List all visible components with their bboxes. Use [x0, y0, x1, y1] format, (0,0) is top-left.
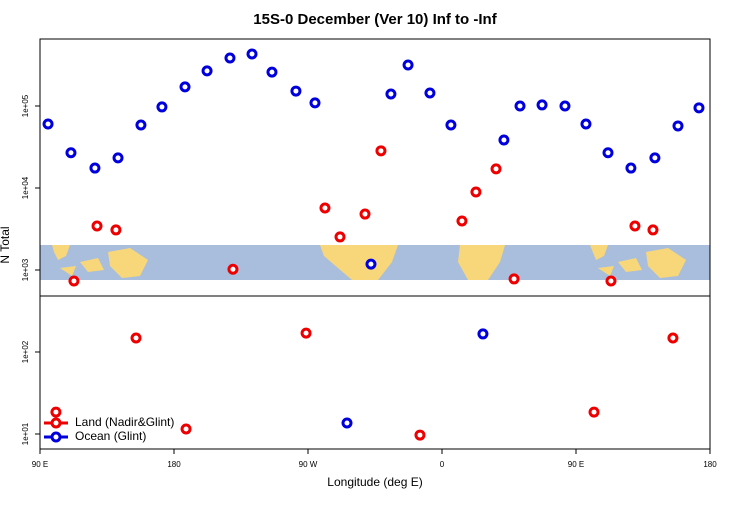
point	[227, 263, 239, 275]
land	[590, 245, 686, 278]
point	[156, 101, 168, 113]
point	[588, 406, 600, 418]
point	[514, 100, 526, 112]
point	[414, 429, 426, 441]
land	[320, 245, 398, 280]
point	[130, 332, 142, 344]
point	[334, 231, 346, 243]
point	[179, 81, 191, 93]
point	[649, 152, 661, 164]
point	[629, 220, 641, 232]
y-tick-label: 1e+03	[21, 258, 30, 281]
point	[110, 224, 122, 236]
point	[385, 88, 397, 100]
point	[112, 152, 124, 164]
point	[319, 202, 331, 214]
point	[290, 85, 302, 97]
point	[602, 147, 614, 159]
point	[375, 145, 387, 157]
x-tick-label: 180	[167, 460, 181, 469]
y-tick-label: 1e+01	[21, 422, 30, 445]
point	[180, 423, 192, 435]
x-tick-label: 0	[440, 460, 445, 469]
x-tick-label: 90 E	[32, 460, 48, 469]
point	[667, 332, 679, 344]
point	[490, 163, 502, 175]
y-axis-label: N Total	[0, 226, 12, 263]
point	[89, 162, 101, 174]
legend-label: Land (Nadir&Glint)	[75, 415, 174, 429]
point	[536, 99, 548, 111]
point	[246, 48, 258, 60]
point	[470, 186, 482, 198]
land	[458, 245, 505, 280]
point	[365, 258, 377, 270]
point	[65, 147, 77, 159]
point	[672, 120, 684, 132]
point	[50, 406, 62, 418]
point	[477, 328, 489, 340]
legend-marker	[50, 431, 62, 443]
y-tick-label: 1e+05	[21, 94, 30, 117]
point	[341, 417, 353, 429]
y-tick-label: 1e+02	[21, 340, 30, 363]
point	[266, 66, 278, 78]
point	[359, 208, 371, 220]
point	[224, 52, 236, 64]
x-tick-label: 90 E	[568, 460, 584, 469]
point	[625, 162, 637, 174]
point	[498, 134, 510, 146]
point	[559, 100, 571, 112]
point	[424, 87, 436, 99]
point	[91, 220, 103, 232]
x-tick-label: 90 W	[299, 460, 318, 469]
point	[402, 59, 414, 71]
legend-marker	[50, 417, 62, 429]
legend-label: Ocean (Glint)	[75, 429, 146, 443]
point	[309, 97, 321, 109]
point	[445, 119, 457, 131]
point	[693, 102, 705, 114]
chart-title: 15S-0 December (Ver 10) Inf to -Inf	[253, 11, 497, 28]
plot-frame	[39, 38, 711, 450]
x-tick-label: 180	[703, 460, 717, 469]
point	[605, 275, 617, 287]
point	[300, 327, 312, 339]
point	[68, 275, 80, 287]
y-tick-label: 1e+04	[21, 176, 30, 199]
point	[580, 118, 592, 130]
point	[508, 273, 520, 285]
point	[456, 215, 468, 227]
point	[647, 224, 659, 236]
land	[52, 245, 148, 278]
point	[42, 118, 54, 130]
point	[135, 119, 147, 131]
point	[201, 65, 213, 77]
x-axis-label: Longitude (deg E)	[327, 475, 422, 489]
